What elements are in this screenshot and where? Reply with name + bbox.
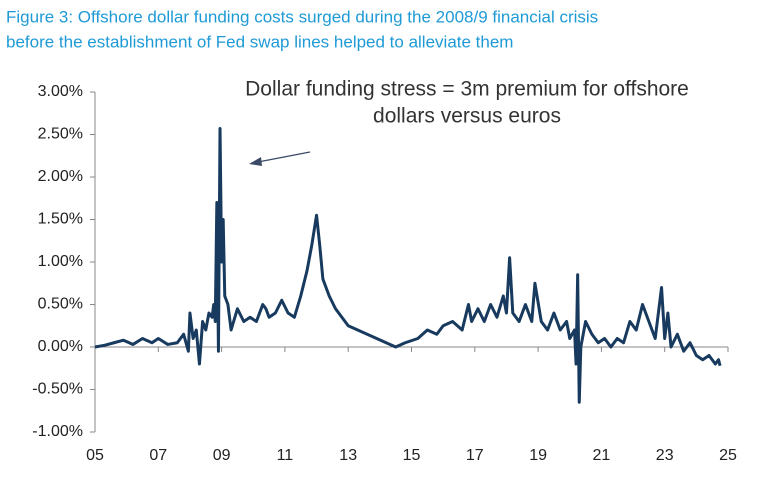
x-tick-label: 11 (277, 447, 294, 464)
y-tick-label: 2.00% (38, 168, 83, 185)
y-tick-label: 0.50% (38, 296, 83, 313)
y-tick-label: 2.50% (38, 126, 83, 143)
x-tick-label: 09 (213, 447, 231, 464)
y-tick-label: 3.00% (38, 83, 83, 100)
chart-title: before the establishment of Fed swap lin… (6, 32, 513, 51)
y-tick-label: 1.50% (38, 211, 83, 228)
chart-title: Figure 3: Offshore dollar funding costs … (6, 7, 598, 26)
x-tick-label: 07 (149, 447, 167, 464)
x-tick-label: 17 (466, 447, 484, 464)
x-tick-label: 21 (593, 447, 611, 464)
y-tick-label: -0.50% (32, 381, 83, 398)
x-tick-label: 23 (656, 447, 674, 464)
annotation: dollars versus euros (373, 105, 561, 128)
series-line (94, 127, 722, 404)
y-tick-label: 1.00% (38, 253, 83, 270)
x-tick-label: 19 (529, 447, 547, 464)
x-tick-label: 15 (403, 447, 421, 464)
x-tick-label: 05 (86, 447, 104, 464)
y-tick-label: 0.00% (38, 338, 83, 355)
annotation: Dollar funding stress = 3m premium for o… (245, 78, 689, 101)
x-tick-label: 25 (719, 447, 737, 464)
y-tick-label: -1.00% (32, 423, 83, 440)
x-tick-label: 13 (339, 447, 357, 464)
annotation-arrow (249, 151, 311, 166)
